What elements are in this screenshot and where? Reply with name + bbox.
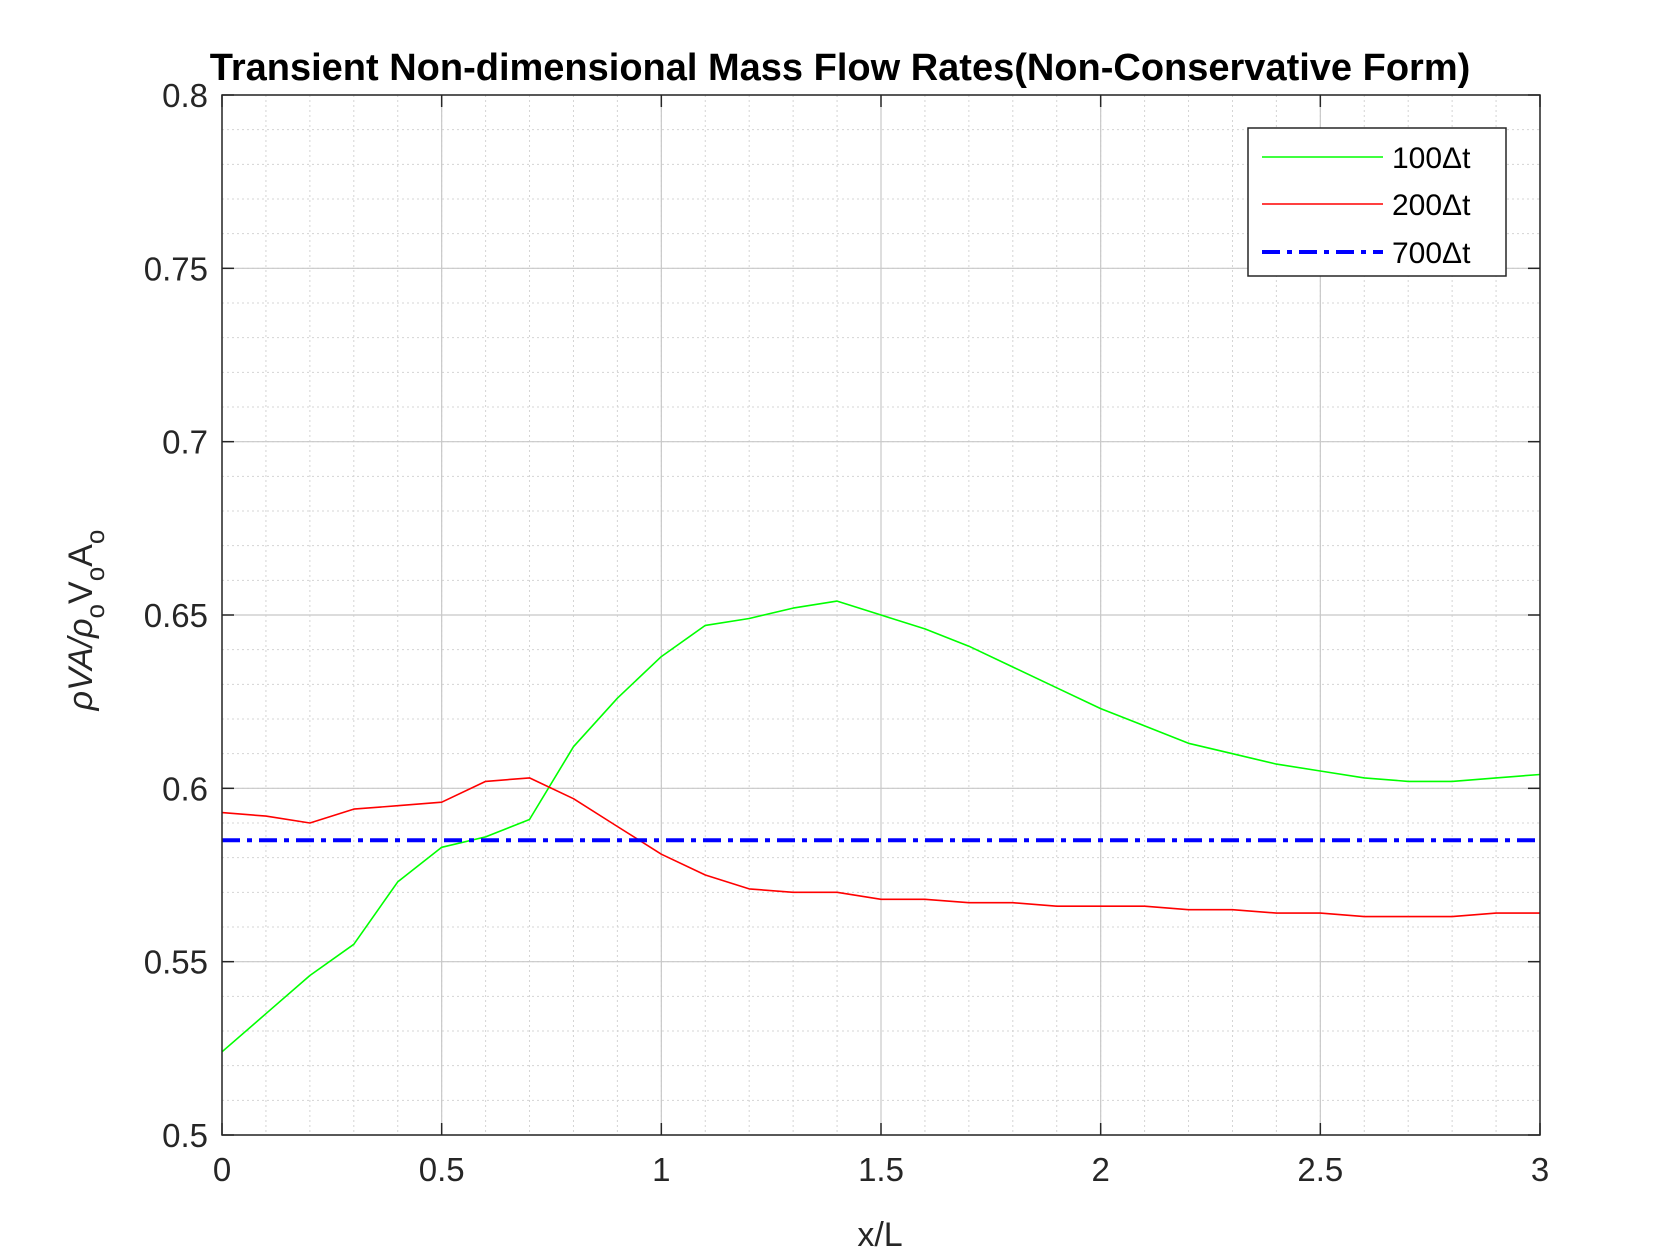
legend-label-200dt: 200Δt: [1392, 189, 1471, 222]
y-axis-label: ρVA/ρoVoAo: [62, 530, 110, 712]
y-axis-label-sub-2: o: [80, 567, 110, 581]
y-tick-label: 0.8: [162, 77, 208, 114]
y-axis-label-sub-1: o: [80, 604, 110, 618]
y-tick-label: 0.65: [144, 597, 208, 634]
y-axis-label-sub-3: o: [80, 530, 110, 544]
chart-title: Transient Non-dimensional Mass Flow Rate…: [210, 47, 1471, 89]
x-tick-label: 0: [213, 1151, 231, 1188]
x-axis-label: x/L: [857, 1216, 902, 1254]
series-line-1: [221, 777, 1540, 918]
series-layer: [221, 600, 1541, 1053]
legend-label-700dt: 700Δt: [1392, 237, 1471, 270]
y-axis-label-part-3: A: [62, 544, 100, 567]
y-tick-label: 0.7: [162, 424, 208, 461]
x-tick-label: 3: [1531, 1151, 1549, 1188]
x-tick-label: 0.5: [419, 1151, 465, 1188]
legend: 100Δt 200Δt 700Δt: [1247, 127, 1507, 277]
legend-label-100dt: 100Δt: [1392, 142, 1471, 175]
x-tick-label: 1: [652, 1151, 670, 1188]
y-axis-label-part-2: V: [62, 581, 100, 604]
y-tick-label: 0.5: [162, 1117, 208, 1154]
y-tick-label: 0.55: [144, 944, 208, 981]
series-line-0: [221, 600, 1541, 1053]
y-tick-label: 0.6: [162, 770, 208, 807]
y-axis-label-part-1: ρVA/ρ: [62, 618, 100, 711]
x-tick-label: 2: [1091, 1151, 1109, 1188]
x-tick-label: 2.5: [1297, 1151, 1343, 1188]
tick-layer: 0 0.5 1 1.5 2 2.5 30.50.550.60.650.70.750.8: [144, 77, 1549, 1188]
y-tick-label: 0.75: [144, 250, 208, 287]
x-tick-label: 1.5: [858, 1151, 904, 1188]
